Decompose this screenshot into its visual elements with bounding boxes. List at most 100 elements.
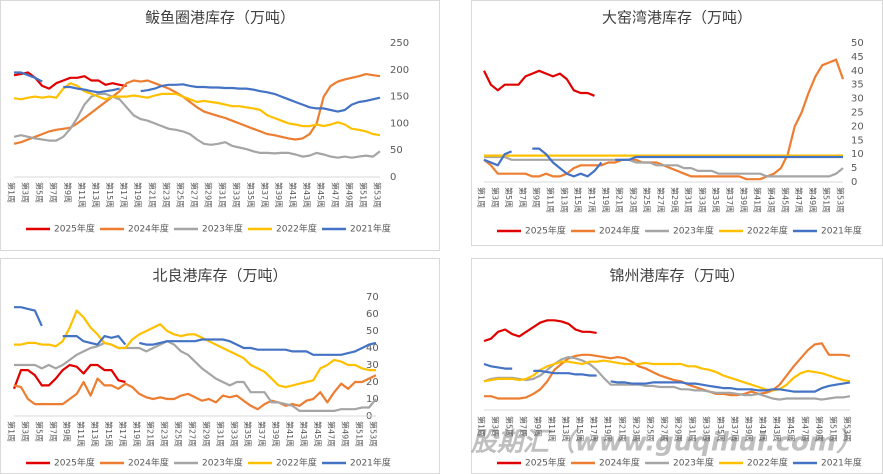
- x-tick-label: 第43周: [766, 187, 776, 213]
- series-line: [13, 374, 377, 411]
- chart-title: 大窑湾港库存（万吨）: [602, 9, 752, 27]
- x-tick-label: 第41周: [285, 421, 295, 447]
- x-tick-label: 第39周: [744, 416, 754, 442]
- x-tick-label: 第11周: [76, 421, 86, 447]
- y-tick-label: 20: [851, 121, 864, 132]
- x-tick-label: 第45周: [316, 182, 326, 208]
- x-tick-label: 第31周: [684, 187, 694, 213]
- y-tick-label: 15: [851, 135, 864, 146]
- x-tick-label: 第21周: [617, 416, 627, 442]
- x-tick-label: 第5周: [35, 182, 45, 203]
- x-tick-label: 第35周: [246, 182, 256, 208]
- x-tick-label: 第37周: [257, 421, 267, 447]
- x-tick-label: 第25周: [174, 421, 184, 447]
- x-tick-label: 第49周: [344, 182, 354, 208]
- chart-title: 锦州港库存（万吨）: [609, 267, 744, 285]
- x-tick-label: 第7周: [49, 182, 59, 203]
- x-tick-label: 第7周: [519, 416, 529, 437]
- chart-title: 北良港库存（万吨）: [152, 267, 287, 285]
- x-tick-label: 第9周: [62, 421, 72, 442]
- x-tick-label: 第47周: [794, 187, 804, 213]
- y-tick-label: 45: [851, 52, 864, 63]
- x-tick-label: 第19周: [603, 416, 613, 442]
- y-tick-label: 10: [851, 149, 864, 160]
- x-tick-label: 第47周: [800, 416, 810, 442]
- legend-label: 2024年度: [128, 457, 169, 469]
- x-tick-label: 第49周: [808, 187, 818, 213]
- x-tick-label: 第3周: [491, 416, 501, 437]
- y-tick-label: 0: [851, 177, 857, 188]
- x-tick-label: 第1周: [477, 416, 487, 437]
- x-tick-label: 第47周: [327, 421, 337, 447]
- x-tick-label: 第31周: [218, 182, 228, 208]
- x-tick-label: 第9周: [63, 182, 73, 203]
- x-tick-label: 第45周: [313, 421, 323, 447]
- legend-label: 2024年度: [599, 457, 640, 469]
- y-tick-label: 60: [366, 309, 379, 320]
- y-tick-label: 40: [366, 343, 379, 354]
- x-tick-label: 第41周: [758, 416, 768, 442]
- x-tick-label: 第33周: [229, 421, 239, 447]
- x-tick-label: 第23周: [161, 182, 171, 208]
- x-tick-label: 第53周: [369, 421, 379, 447]
- x-tick-label: 第51周: [828, 416, 838, 442]
- x-tick-label: 第19周: [601, 187, 611, 213]
- x-tick-label: 第51周: [355, 421, 365, 447]
- x-tick-label: 第47周: [330, 182, 340, 208]
- x-tick-label: 第15周: [573, 187, 583, 213]
- y-tick-label: 200: [390, 65, 409, 76]
- x-tick-label: 第29周: [204, 182, 214, 208]
- x-tick-label: 第21周: [146, 421, 156, 447]
- x-tick-label: 第37周: [260, 182, 270, 208]
- x-tick-label: 第9周: [533, 416, 543, 437]
- y-tick-label: 50: [390, 145, 403, 156]
- y-tick-label: 30: [366, 360, 379, 371]
- x-tick-label: 第51周: [358, 182, 368, 208]
- x-tick-label: 第7周: [48, 421, 58, 442]
- legend-label: 2023年度: [202, 223, 243, 235]
- y-tick-label: 25: [851, 108, 864, 119]
- x-tick-label: 第39周: [271, 421, 281, 447]
- legend-label: 2024年度: [128, 223, 169, 235]
- watermark: 股期汇（www.guqihui.com）: [470, 428, 862, 458]
- y-tick-label: 50: [366, 326, 379, 337]
- x-tick-label: 第13周: [90, 421, 100, 447]
- legend-label: 2023年度: [202, 457, 243, 469]
- x-tick-label: 第37周: [725, 187, 735, 213]
- y-tick-label: 250: [390, 38, 409, 49]
- x-tick-label: 第45周: [780, 187, 790, 213]
- x-tick-label: 第27周: [656, 187, 666, 213]
- series-line: [14, 71, 381, 113]
- x-tick-label: 第5周: [505, 416, 515, 437]
- series-line: [483, 147, 843, 178]
- x-tick-label: 第15周: [104, 421, 114, 447]
- y-tick-label: 35: [851, 80, 864, 91]
- legend-label: 2025年度: [525, 457, 566, 469]
- x-tick-label: 第25周: [175, 182, 185, 208]
- x-tick-label: 第13周: [561, 416, 571, 442]
- x-tick-label: 第33周: [697, 187, 707, 213]
- y-tick-label: 30: [851, 94, 864, 105]
- x-tick-label: 第11周: [77, 182, 87, 208]
- x-tick-label: 第3周: [490, 187, 500, 208]
- x-tick-label: 第39周: [739, 187, 749, 213]
- x-tick-label: 第39周: [274, 182, 284, 208]
- legend-label: 2023年度: [673, 457, 714, 469]
- series-line: [12, 363, 126, 390]
- legend-label: 2022年度: [276, 457, 317, 469]
- legend-label: 2021年度: [350, 223, 391, 235]
- series-line: [14, 306, 377, 356]
- x-tick-label: 第21周: [615, 187, 625, 213]
- chart-title: 鲅鱼圈港库存（万吨）: [145, 9, 295, 27]
- x-tick-label: 第5周: [504, 187, 514, 208]
- series-line: [483, 58, 845, 181]
- x-tick-label: 第7周: [518, 187, 528, 208]
- series-line: [484, 155, 844, 178]
- x-tick-label: 第17周: [587, 187, 597, 213]
- x-tick-label: 第11周: [547, 416, 557, 442]
- series-line: [14, 309, 376, 389]
- x-tick-label: 第53周: [373, 182, 383, 208]
- series-line: [484, 342, 851, 400]
- x-tick-label: 第11周: [546, 187, 556, 213]
